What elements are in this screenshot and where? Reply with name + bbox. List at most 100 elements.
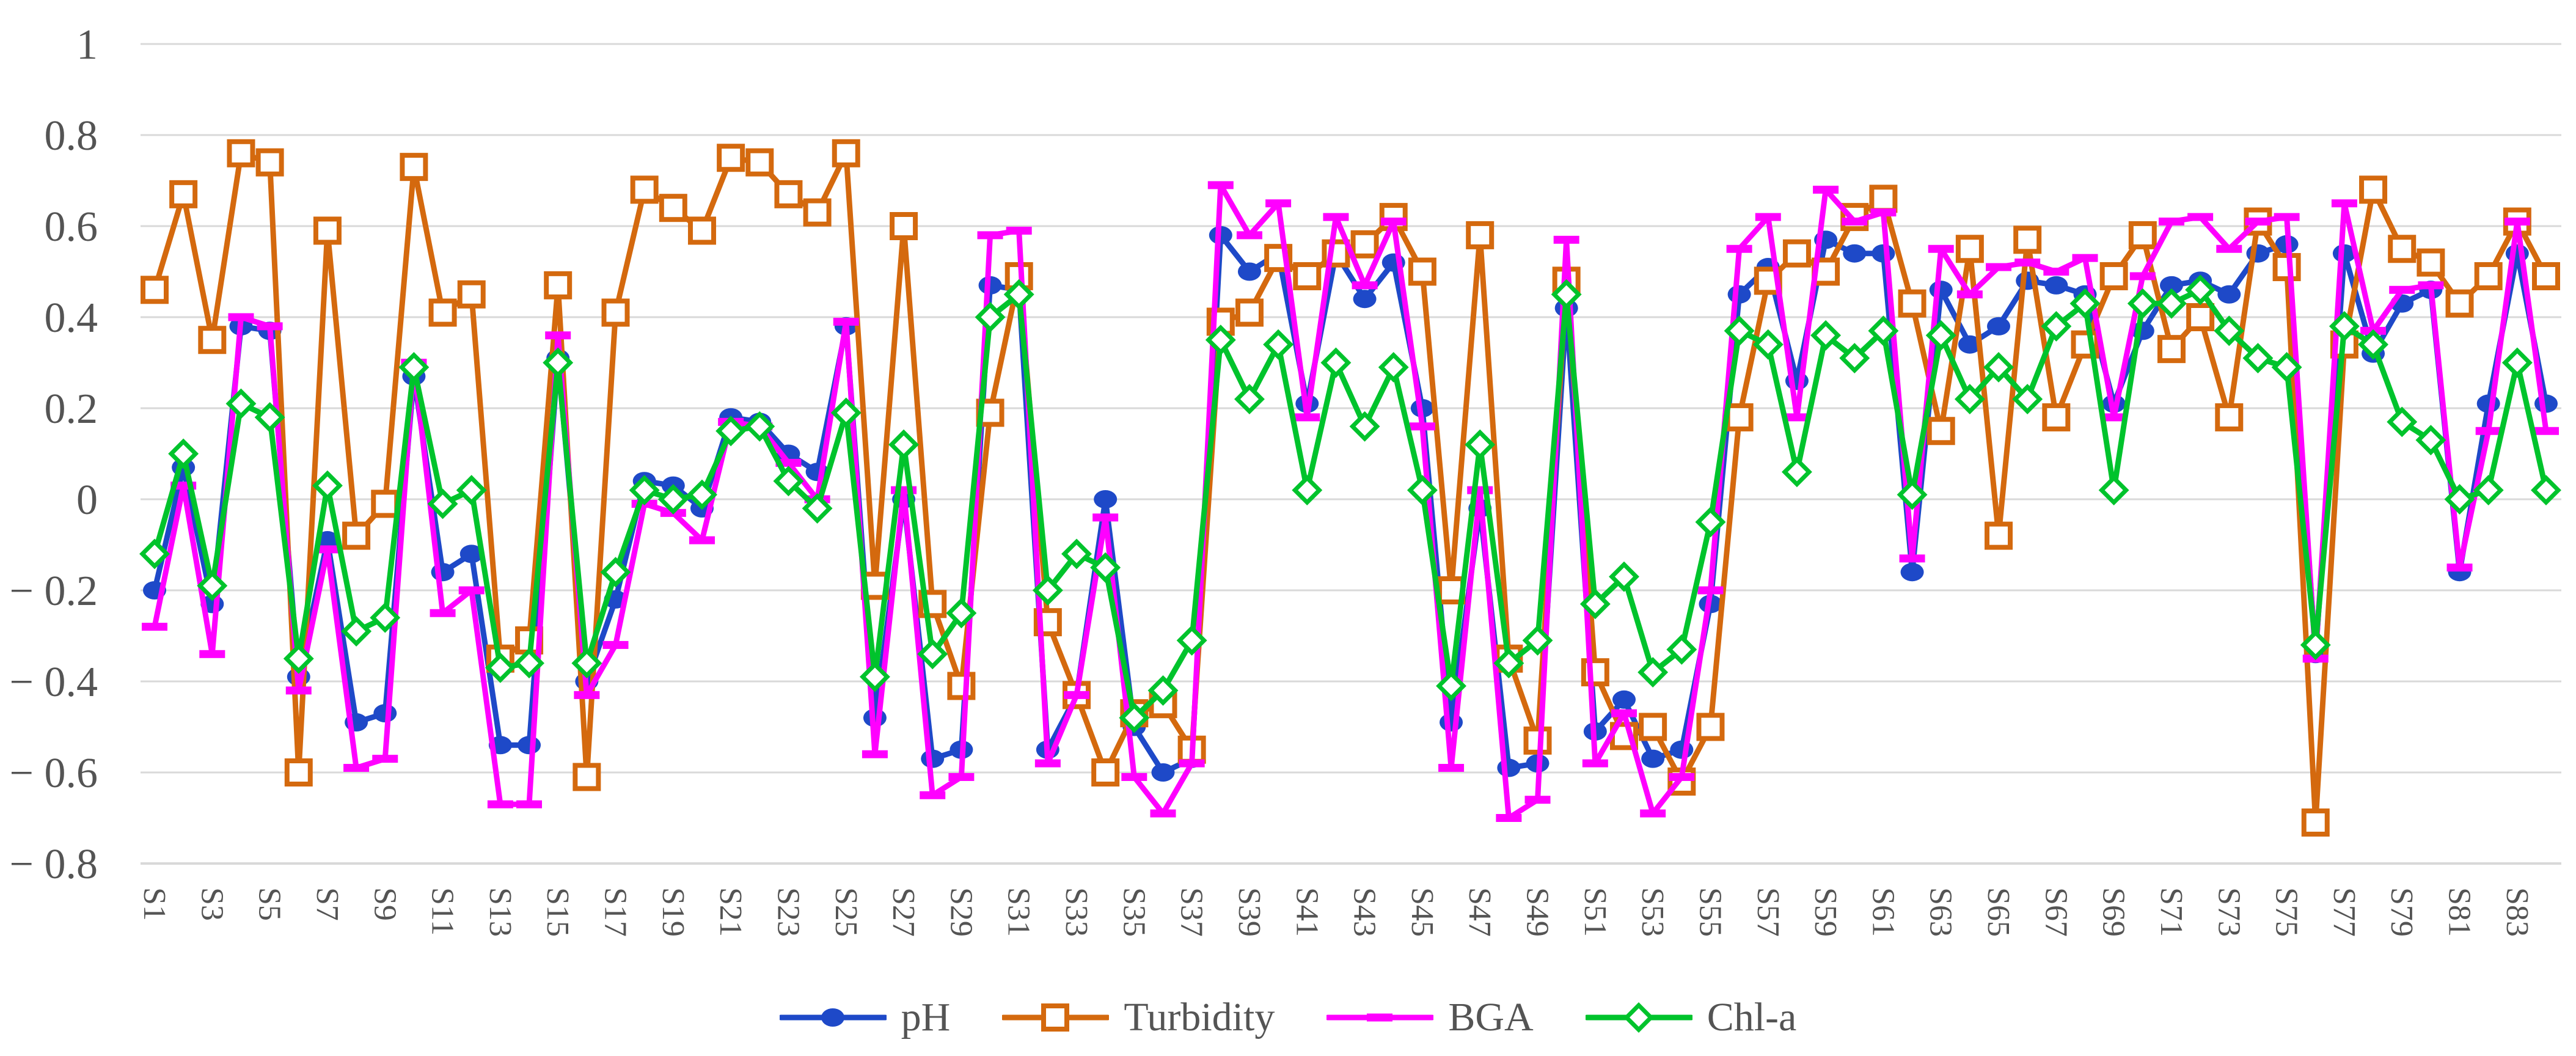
point-marker xyxy=(946,598,977,629)
x-tick-label: S21 xyxy=(713,887,748,937)
point-marker xyxy=(1380,218,1407,226)
point-marker xyxy=(400,153,428,182)
y-tick-label: − 0.4 xyxy=(10,659,98,706)
point-marker xyxy=(2331,199,2357,208)
point-marker xyxy=(1752,329,1784,360)
point-marker xyxy=(1061,538,1092,570)
point-marker xyxy=(2446,563,2473,572)
point-marker xyxy=(1094,490,1118,508)
x-tick-label: S61 xyxy=(1865,887,1900,937)
point-marker xyxy=(1465,429,1496,460)
point-marker xyxy=(341,616,372,647)
point-marker xyxy=(2072,254,2098,262)
point-marker xyxy=(2501,347,2533,378)
point-marker xyxy=(2533,427,2559,435)
point-marker xyxy=(283,643,314,674)
point-marker xyxy=(142,623,167,631)
point-marker xyxy=(2445,289,2474,318)
point-marker xyxy=(1813,185,1839,194)
point-marker xyxy=(1367,1013,1393,1022)
point-marker xyxy=(2159,276,2183,295)
point-marker xyxy=(1869,185,1898,213)
point-marker xyxy=(2012,384,2043,415)
point-marker xyxy=(1666,634,1697,665)
point-marker xyxy=(1294,413,1320,422)
point-marker xyxy=(2042,403,2071,431)
series-chl-a xyxy=(139,274,2561,733)
legend-marker-open-diamond xyxy=(1585,1002,1692,1033)
point-marker xyxy=(2274,213,2300,221)
point-marker xyxy=(1524,796,1551,804)
point-marker xyxy=(574,691,600,699)
point-marker xyxy=(1725,403,1754,431)
point-marker xyxy=(1320,347,1352,378)
x-tick-label: S11 xyxy=(425,887,460,936)
point-marker xyxy=(1092,513,1119,522)
x-tick-label: S9 xyxy=(367,887,402,921)
point-marker xyxy=(1928,244,1954,253)
point-marker xyxy=(1091,758,1120,787)
x-tick-label: S47 xyxy=(1462,887,1497,937)
point-marker xyxy=(1497,758,1521,777)
point-marker xyxy=(518,736,541,755)
y-tick-label: 0.8 xyxy=(45,112,98,160)
point-marker xyxy=(1466,221,1495,249)
point-marker xyxy=(1151,763,1175,782)
point-marker xyxy=(430,609,456,617)
x-tick-label: S69 xyxy=(2096,887,2131,937)
point-marker xyxy=(1810,320,1842,351)
point-marker xyxy=(459,544,483,563)
point-marker xyxy=(1235,298,1264,327)
point-marker xyxy=(1640,809,1666,818)
point-marker xyxy=(1954,384,1985,415)
point-marker xyxy=(2415,425,2446,456)
point-marker xyxy=(862,750,888,758)
y-tick-label: 0.6 xyxy=(45,204,98,251)
point-marker xyxy=(2476,394,2500,413)
x-tick-label: S53 xyxy=(1635,887,1670,937)
x-tick-label: S1 xyxy=(137,887,172,921)
point-marker xyxy=(427,488,458,519)
point-marker xyxy=(2069,288,2101,319)
point-marker xyxy=(1323,213,1349,221)
point-marker xyxy=(1582,759,1608,768)
point-marker xyxy=(1292,475,1323,506)
point-marker xyxy=(372,755,398,763)
x-tick-label: S31 xyxy=(1001,887,1036,937)
point-marker xyxy=(1781,457,1812,488)
point-marker xyxy=(1641,749,1665,768)
x-tick-label: S83 xyxy=(2500,887,2534,937)
point-marker xyxy=(227,139,255,167)
legend-item-bga: BGA xyxy=(1326,990,1534,1045)
point-marker xyxy=(600,557,631,588)
point-marker xyxy=(803,198,832,227)
x-tick-label: S27 xyxy=(886,887,921,937)
point-marker xyxy=(141,276,169,304)
x-tick-label: S33 xyxy=(1059,887,1094,937)
y-tick-label: 1 xyxy=(76,21,98,68)
point-marker xyxy=(1041,1003,1070,1032)
point-marker xyxy=(1438,764,1465,772)
point-marker xyxy=(2418,281,2444,290)
x-tick-label: S73 xyxy=(2211,887,2246,937)
point-marker xyxy=(2217,285,2241,304)
point-marker xyxy=(544,271,573,299)
point-marker xyxy=(1034,759,1061,768)
point-marker xyxy=(1755,213,1781,221)
point-marker xyxy=(2444,484,2475,515)
point-marker xyxy=(228,313,254,321)
point-marker xyxy=(630,175,659,204)
point-marker xyxy=(1378,352,1409,383)
point-marker xyxy=(977,231,1003,240)
point-marker xyxy=(1349,411,1380,442)
point-marker xyxy=(2358,329,2389,360)
point-marker xyxy=(1868,315,1899,346)
point-marker xyxy=(543,347,574,378)
y-tick-label: − 0.2 xyxy=(10,568,98,615)
point-marker xyxy=(514,648,544,679)
point-marker xyxy=(1839,343,1870,373)
point-marker xyxy=(1727,285,1751,304)
x-tick-label: S55 xyxy=(1692,887,1727,937)
point-marker xyxy=(168,438,199,469)
point-marker xyxy=(373,704,397,723)
